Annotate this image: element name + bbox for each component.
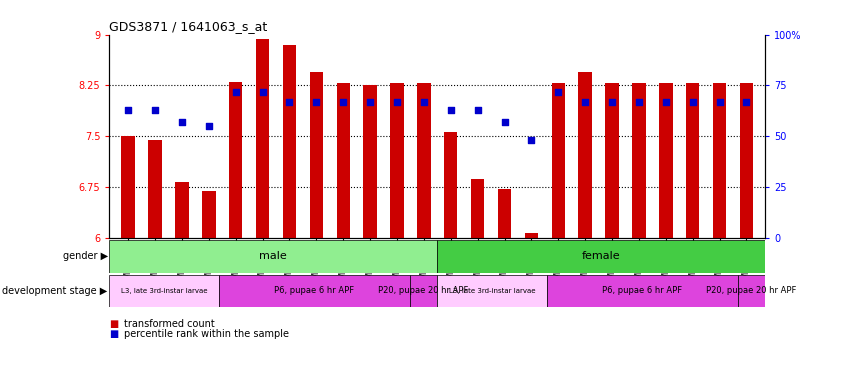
- Point: [256, 88, 269, 94]
- Point: [417, 99, 431, 105]
- Text: transformed count: transformed count: [124, 319, 215, 329]
- Bar: [713, 83, 727, 238]
- Point: [525, 137, 538, 144]
- Point: [336, 99, 350, 105]
- Point: [606, 99, 619, 105]
- Point: [202, 123, 215, 129]
- Bar: [437, 275, 547, 307]
- Bar: [444, 132, 458, 238]
- Bar: [410, 275, 437, 307]
- Bar: [148, 140, 161, 238]
- Point: [175, 119, 188, 125]
- Bar: [121, 136, 135, 238]
- Bar: [390, 83, 404, 238]
- Text: L3, late 3rd-instar larvae: L3, late 3rd-instar larvae: [449, 288, 535, 294]
- Point: [283, 99, 296, 105]
- Text: ■: ■: [109, 329, 119, 339]
- Bar: [336, 83, 350, 238]
- Bar: [738, 275, 765, 307]
- Bar: [547, 275, 738, 307]
- Text: male: male: [260, 251, 287, 262]
- Point: [390, 99, 404, 105]
- Text: ■: ■: [109, 319, 119, 329]
- Text: P6, pupae 6 hr APF: P6, pupae 6 hr APF: [274, 286, 354, 295]
- Bar: [202, 190, 215, 238]
- Bar: [175, 182, 188, 238]
- Text: P6, pupae 6 hr APF: P6, pupae 6 hr APF: [602, 286, 682, 295]
- Bar: [525, 233, 538, 238]
- Bar: [606, 83, 619, 238]
- Text: P20, pupae 20 hr APF: P20, pupae 20 hr APF: [706, 286, 796, 295]
- Text: GDS3871 / 1641063_s_at: GDS3871 / 1641063_s_at: [109, 20, 267, 33]
- Point: [659, 99, 673, 105]
- Bar: [579, 72, 592, 238]
- Bar: [109, 240, 437, 273]
- Point: [148, 107, 161, 113]
- Bar: [109, 275, 219, 307]
- Bar: [229, 82, 242, 238]
- Bar: [740, 83, 754, 238]
- Text: percentile rank within the sample: percentile rank within the sample: [124, 329, 289, 339]
- Text: gender ▶: gender ▶: [62, 251, 108, 262]
- Point: [740, 99, 754, 105]
- Text: L3, late 3rd-instar larvae: L3, late 3rd-instar larvae: [121, 288, 207, 294]
- Bar: [686, 83, 700, 238]
- Bar: [309, 72, 323, 238]
- Bar: [363, 86, 377, 238]
- Bar: [437, 240, 765, 273]
- Bar: [498, 189, 511, 238]
- Bar: [471, 179, 484, 238]
- Point: [579, 99, 592, 105]
- Bar: [632, 83, 646, 238]
- Point: [229, 88, 242, 94]
- Text: female: female: [582, 251, 621, 262]
- Point: [363, 99, 377, 105]
- Point: [471, 107, 484, 113]
- Point: [309, 99, 323, 105]
- Bar: [283, 45, 296, 238]
- Text: development stage ▶: development stage ▶: [3, 286, 108, 296]
- Bar: [219, 275, 410, 307]
- Bar: [552, 83, 565, 238]
- Point: [713, 99, 727, 105]
- Text: P20, pupae 20 hr APF: P20, pupae 20 hr APF: [378, 286, 468, 295]
- Bar: [417, 83, 431, 238]
- Point: [498, 119, 511, 125]
- Point: [552, 88, 565, 94]
- Bar: [659, 83, 673, 238]
- Point: [632, 99, 646, 105]
- Bar: [256, 39, 269, 238]
- Point: [121, 107, 135, 113]
- Point: [444, 107, 458, 113]
- Point: [686, 99, 700, 105]
